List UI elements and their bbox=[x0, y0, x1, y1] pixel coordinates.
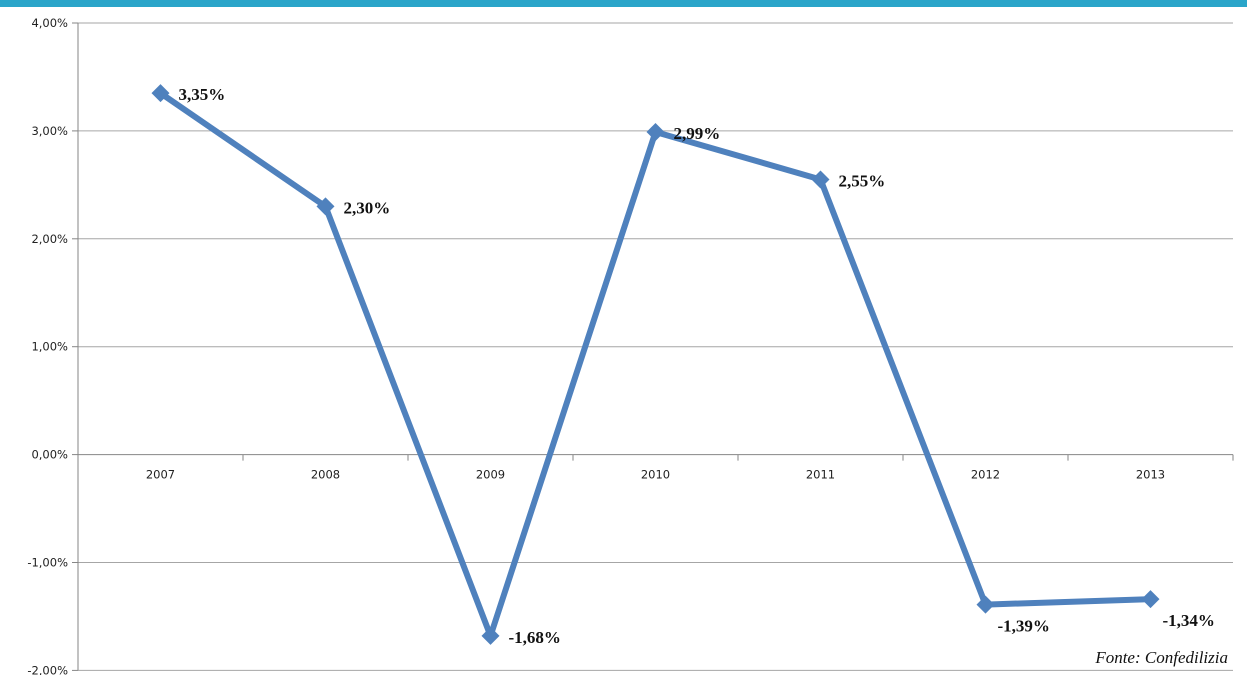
x-tick-label: 2011 bbox=[806, 468, 835, 482]
x-tick-label: 2007 bbox=[146, 468, 175, 482]
x-tick-label: 2009 bbox=[476, 468, 505, 482]
data-label: 2,99% bbox=[674, 124, 721, 143]
data-point-marker bbox=[1141, 590, 1160, 609]
gridlines bbox=[78, 22, 1233, 671]
data-label: 3,35% bbox=[179, 85, 226, 104]
y-tick-label: 0,00% bbox=[31, 448, 68, 462]
data-label: -1,34% bbox=[1163, 611, 1215, 630]
y-axis-tick-labels: 4,00% 3,00% 2,00% 1,00% 0,00% -1,00% -2,00% bbox=[27, 16, 68, 675]
data-point-marker bbox=[646, 122, 665, 141]
data-label: -1,68% bbox=[509, 628, 561, 647]
top-accent-bar bbox=[0, 0, 1247, 7]
y-tick-label: 2,00% bbox=[31, 232, 68, 246]
x-tick-label: 2013 bbox=[1136, 468, 1165, 482]
data-labels: 3,35% 2,30% -1,68% 2,99% 2,55% -1,39% -1,34% bbox=[179, 85, 1215, 647]
data-point-marker bbox=[811, 170, 830, 189]
y-tick-label: 4,00% bbox=[31, 16, 68, 30]
x-axis-tick-labels: 2007 2008 2009 2010 2011 2012 2013 bbox=[146, 468, 1165, 482]
x-tick-label: 2010 bbox=[641, 468, 670, 482]
data-series bbox=[151, 84, 1160, 645]
y-tick-label: -2,00% bbox=[27, 663, 68, 675]
data-label: 2,55% bbox=[839, 171, 886, 190]
data-point-marker bbox=[316, 197, 335, 216]
data-point-marker bbox=[481, 626, 500, 645]
y-tick-label: 1,00% bbox=[31, 340, 68, 354]
data-label: 2,30% bbox=[344, 198, 391, 217]
x-tick-label: 2012 bbox=[971, 468, 1000, 482]
y-tick-label: -1,00% bbox=[27, 556, 68, 570]
y-tick-label: 3,00% bbox=[31, 124, 68, 138]
data-point-marker bbox=[151, 84, 170, 103]
data-point-marker bbox=[976, 595, 995, 614]
axes bbox=[72, 22, 1234, 671]
series-line bbox=[157, 90, 1154, 639]
data-label: -1,39% bbox=[998, 617, 1050, 636]
x-tick-label: 2008 bbox=[311, 468, 340, 482]
source-note: Fonte: Confedilizia bbox=[1094, 648, 1228, 667]
